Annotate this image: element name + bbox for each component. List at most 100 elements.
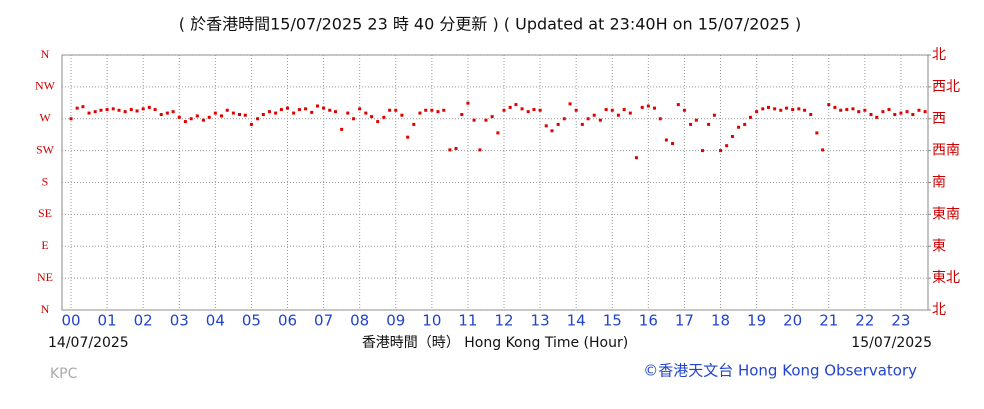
data-point xyxy=(791,108,795,112)
data-point xyxy=(568,102,572,106)
data-point xyxy=(490,115,494,119)
x-tick-label: 21 xyxy=(819,312,838,330)
x-tick-label: 13 xyxy=(531,312,550,330)
x-tick-label: 19 xyxy=(747,312,766,330)
data-point xyxy=(315,104,319,108)
data-point xyxy=(340,127,344,131)
data-point xyxy=(556,122,560,126)
data-point xyxy=(689,122,693,126)
data-point xyxy=(352,117,356,121)
x-tick-label: 06 xyxy=(278,312,297,330)
data-point xyxy=(719,149,723,153)
data-point xyxy=(424,108,428,112)
y2-tick-label: 西北 xyxy=(932,79,960,95)
data-point xyxy=(256,117,260,121)
y-tick-label: N xyxy=(41,47,50,61)
data-point xyxy=(833,105,837,109)
data-point xyxy=(610,108,614,112)
x-tick-label: 22 xyxy=(855,312,874,330)
data-point xyxy=(622,108,626,112)
x-tick-label: 01 xyxy=(98,312,117,330)
data-point xyxy=(785,106,789,110)
data-point xyxy=(249,122,253,126)
data-point xyxy=(297,108,301,112)
x-tick-label: 00 xyxy=(61,312,80,330)
data-point xyxy=(797,107,801,111)
data-point xyxy=(370,115,374,119)
data-point xyxy=(484,118,488,122)
data-point xyxy=(286,106,290,110)
y-tick-label: S xyxy=(42,174,49,188)
data-point xyxy=(274,111,278,115)
data-point xyxy=(454,147,458,150)
data-point xyxy=(851,107,855,111)
x-tick-label: 17 xyxy=(675,312,694,330)
data-point xyxy=(448,148,452,152)
data-point xyxy=(189,117,193,121)
data-point xyxy=(574,108,578,112)
data-point xyxy=(478,148,482,152)
data-point xyxy=(195,114,199,118)
data-point xyxy=(334,110,338,114)
data-point xyxy=(430,108,434,112)
data-point xyxy=(779,108,783,112)
data-point xyxy=(712,113,716,117)
data-point xyxy=(177,115,181,119)
data-point xyxy=(147,105,151,109)
x-tick-label: 10 xyxy=(422,312,441,330)
data-point xyxy=(466,101,470,105)
data-point xyxy=(755,110,759,114)
y-tick-label: W xyxy=(39,111,51,125)
data-point xyxy=(676,103,680,107)
data-point xyxy=(213,111,217,115)
x-tick-label: 23 xyxy=(891,312,910,330)
x-axis-label: 香港時間（時） Hong Kong Time (Hour) xyxy=(362,335,628,351)
data-point xyxy=(238,113,242,116)
data-point xyxy=(550,129,554,133)
data-point xyxy=(580,122,584,126)
data-point xyxy=(508,105,512,109)
data-point xyxy=(905,110,909,114)
data-point xyxy=(201,118,205,122)
data-point xyxy=(827,103,831,107)
y2-tick-label: 西南 xyxy=(932,143,960,159)
data-point xyxy=(129,108,133,112)
y2-tick-label: 南 xyxy=(932,175,946,191)
data-point xyxy=(737,125,741,129)
data-point xyxy=(628,111,632,115)
data-point xyxy=(472,118,476,122)
y2-tick-label: 東北 xyxy=(932,270,960,286)
data-point xyxy=(207,115,211,119)
data-point xyxy=(809,113,813,116)
data-point xyxy=(893,113,897,116)
data-point xyxy=(761,107,765,111)
data-point xyxy=(388,108,392,112)
data-point xyxy=(640,105,644,109)
data-point xyxy=(520,107,524,111)
data-point xyxy=(634,156,638,160)
data-point xyxy=(646,104,650,108)
x-tick-label: 16 xyxy=(639,312,658,330)
data-point xyxy=(304,107,308,111)
data-point xyxy=(135,109,139,113)
data-point xyxy=(544,124,548,128)
data-point xyxy=(75,106,79,110)
data-point xyxy=(917,108,921,112)
data-point xyxy=(105,108,109,112)
data-point xyxy=(911,113,915,116)
y-tick-label: NW xyxy=(35,79,56,93)
station-code: KPC xyxy=(50,366,78,382)
data-point xyxy=(183,120,187,124)
data-point xyxy=(99,108,103,112)
data-point xyxy=(442,108,446,112)
data-point xyxy=(460,113,464,116)
data-point xyxy=(839,108,843,112)
data-point xyxy=(652,106,656,110)
data-point xyxy=(123,110,127,114)
data-point xyxy=(725,144,729,148)
data-point xyxy=(219,114,223,118)
data-point xyxy=(857,110,861,114)
y-tick-label: N xyxy=(41,302,50,316)
data-point xyxy=(815,131,819,135)
